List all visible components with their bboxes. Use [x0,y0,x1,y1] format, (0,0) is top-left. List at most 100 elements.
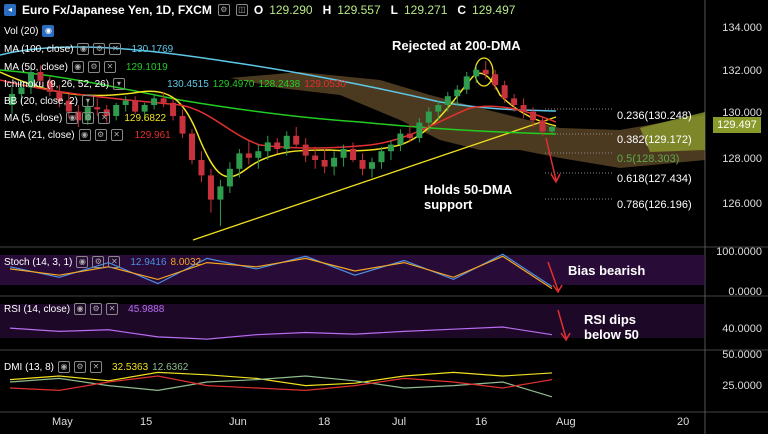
legend-ma5[interactable]: MA (5, close) ◉ ⚙ ✕ 129.6822 [4,112,166,124]
x-tick-18: 18 [318,416,331,428]
candle-body [435,105,442,112]
candle-body [501,85,508,99]
low-label: L [390,3,398,17]
close-value: 129.497 [472,3,516,17]
candle-body [84,107,91,121]
x-tick-20: 20 [677,416,690,428]
legend-bb[interactable]: BB (20, close, 2) ▾ [4,95,94,107]
rsi-line [9,326,553,340]
fib-label-0786: 0.786(126.196) [617,199,692,211]
close-icon[interactable]: ✕ [109,43,122,55]
settings-icon[interactable]: ⚙ [94,129,107,141]
y-tick-130: 130.000 [722,107,762,119]
open-value: 129.290 [269,3,313,17]
settings-icon[interactable]: ⚙ [82,112,95,124]
eye-icon[interactable]: ◉ [76,256,89,268]
settings-icon[interactable]: ⚙ [93,43,106,55]
fib-label-0382: 0.382(129.172) [617,134,692,146]
legend-dmi-label: DMI (13, 8) [4,361,55,373]
candle-body [75,111,82,121]
legend-ma100[interactable]: MA (100, close) ◉ ⚙ ✕ 130.1769 [4,43,173,55]
settings-icon[interactable]: ⚙ [87,61,100,73]
candle-body [454,89,461,97]
candle-body [207,175,214,200]
candle-body [27,72,34,88]
candle-body [132,100,139,112]
legend-ma5-label: MA (5, close) [4,112,63,124]
close-icon[interactable]: ✕ [108,256,121,268]
candle-body [425,111,432,123]
candle-body [511,98,518,105]
legend-ma50-value: 129.1019 [125,61,168,73]
close-icon[interactable]: ✕ [90,361,103,373]
candle-body [274,142,281,149]
candle-body [492,74,499,86]
fib-label-05: 0.5(128.303) [617,153,680,165]
settings-icon[interactable]: ⚙ [74,361,87,373]
settings-icon[interactable]: ⚙ [90,303,103,315]
legend-vol-label: Vol (20) [4,25,39,37]
candle-body [198,160,205,176]
ma5-line [0,71,557,178]
chevron-down-icon[interactable]: ▾ [113,78,126,90]
candle-body [255,151,262,158]
close-icon[interactable]: ✕ [110,129,123,141]
candle-body [397,133,404,145]
settings-icon[interactable]: ⚙ [92,256,105,268]
eye-icon[interactable]: ◉ [42,25,55,37]
candle-body [122,100,129,105]
legend-ichi-val1: 130.4515 [167,78,209,90]
legend-dmi[interactable]: DMI (13, 8) ◉ ⚙ ✕ 32.5363 12.6362 [4,361,188,373]
annotation-rsi-line1: RSI dips [584,312,637,327]
settings-icon[interactable]: ⚙ [217,4,230,16]
legend-rsi[interactable]: RSI (14, close) ◉ ⚙ ✕ 45.9888 [4,303,164,315]
eye-icon[interactable]: ◉ [77,43,90,55]
candle-body [245,153,252,158]
legend-ichimoku[interactable]: Ichimoku (9, 26, 52, 26) ▾ 130.4515 129.… [4,78,346,90]
eye-icon[interactable]: ◉ [78,129,91,141]
dmi-tick-25: 25.0000 [722,380,762,392]
eye-icon[interactable]: ◉ [58,361,71,373]
y-tick-132: 132.000 [722,65,762,77]
candle-body [520,105,527,112]
rsi-arrow [557,309,571,342]
legend-vol[interactable]: Vol (20) ◉ [4,25,55,37]
candle-body [46,80,53,92]
collapse-icon[interactable]: ◂ [4,4,16,16]
candle-body [331,157,338,167]
candle-body [18,87,25,94]
eye-icon[interactable]: ◉ [66,112,79,124]
candle-body [549,127,555,132]
close-icon[interactable]: ✕ [103,61,116,73]
candle-body [264,142,271,152]
legend-stoch[interactable]: Stoch (14, 3, 1) ◉ ⚙ ✕ 12.9416 8.0032 [4,256,201,268]
last-price-badge: 129.497 [713,117,761,133]
eye-icon[interactable]: ◉ [74,303,87,315]
ichimoku-cloud-future [640,112,705,152]
legend-ema21[interactable]: EMA (21, close) ◉ ⚙ ✕ 129.961 [4,129,171,141]
candle-body [378,151,385,163]
dmi-adx-line [9,371,553,387]
candle-body [350,149,357,160]
legend-stoch-k: 12.9416 [130,256,167,268]
legend-ema21-label: EMA (21, close) [4,129,75,141]
y-tick-134: 134.000 [722,22,762,34]
high-value: 129.557 [337,3,381,17]
legend-ma100-label: MA (100, close) [4,43,74,55]
eye-icon[interactable]: ◉ [71,61,84,73]
candle-body [530,111,537,121]
candle-body [236,153,243,169]
close-icon[interactable]: ✕ [106,303,119,315]
candle-body [302,144,309,156]
legend-stoch-d: 8.0032 [170,256,202,268]
x-tick-may: May [52,416,73,428]
chevron-down-icon[interactable]: ▾ [81,95,94,107]
legend-ma50[interactable]: MA (50, close) ◉ ⚙ ✕ 129.1019 [4,61,168,73]
compare-icon[interactable]: ◫ [235,4,248,16]
symbol-title: Euro Fx/Japanese Yen, 1D, FXCM [22,3,212,17]
close-icon[interactable]: ✕ [98,112,111,124]
close-label: C [457,3,467,17]
candle-body [160,98,167,103]
dmi-minus-line [9,375,553,392]
stoch-d-line [9,255,553,290]
